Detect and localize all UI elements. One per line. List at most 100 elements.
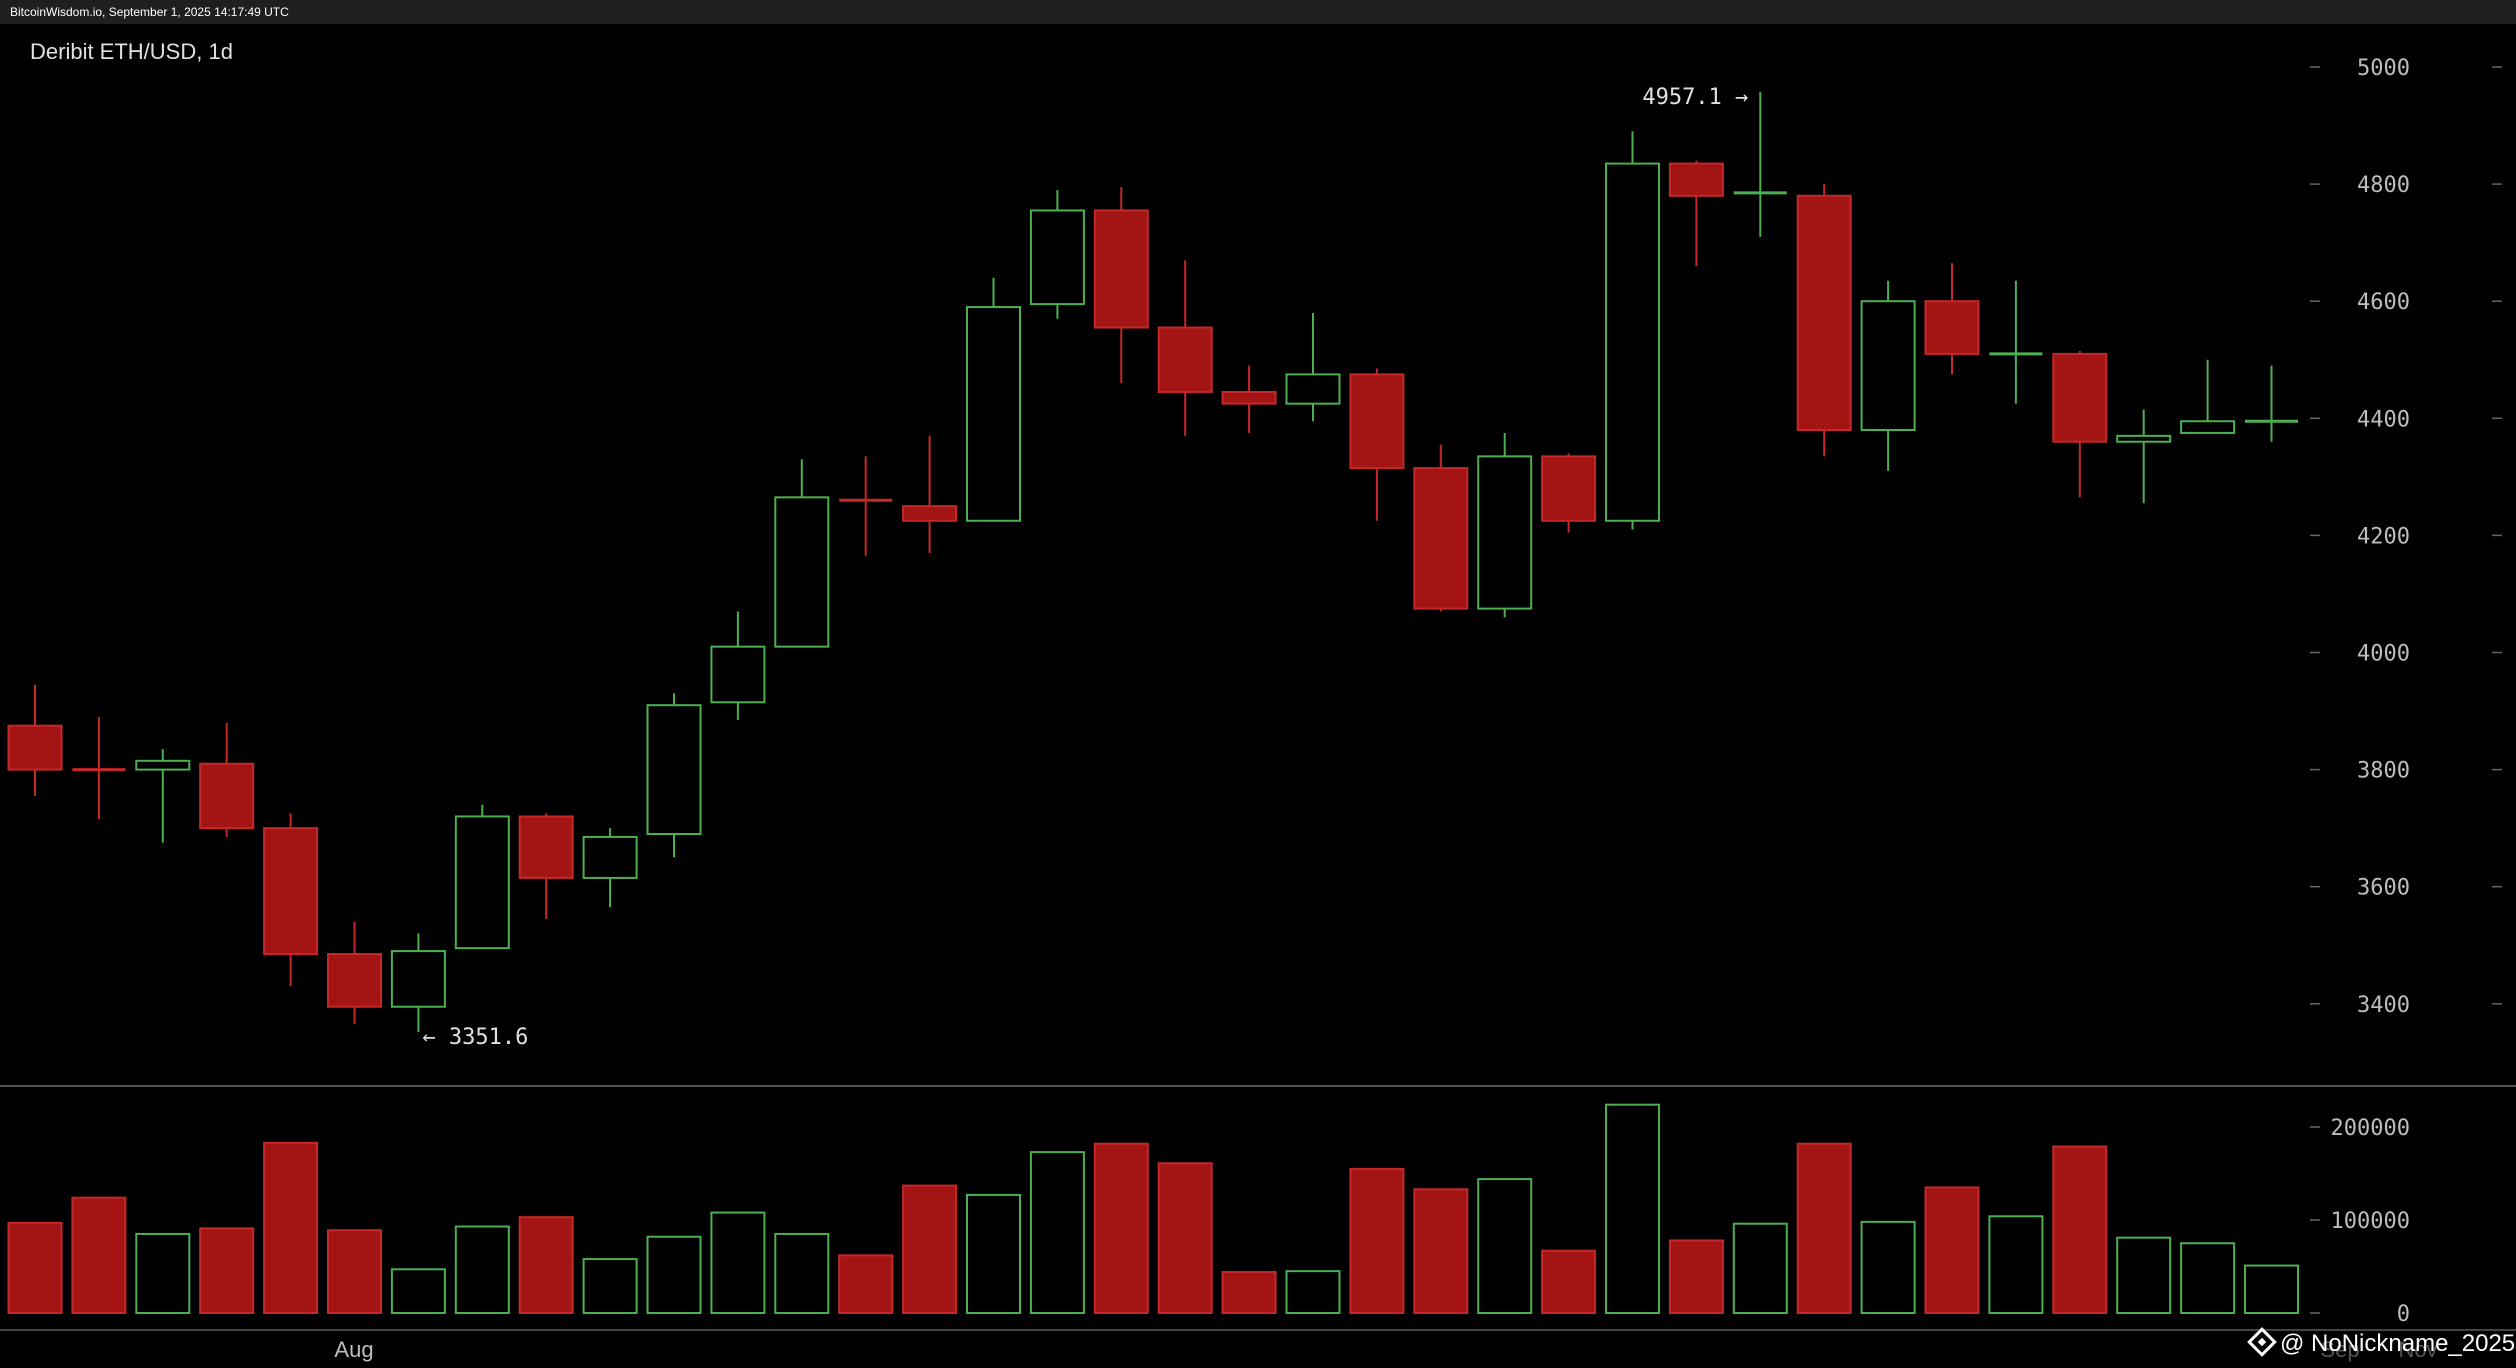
candle-body [1413, 467, 1469, 610]
volume-bar [2052, 1145, 2108, 1315]
candle-body [1029, 209, 1085, 306]
candle [1029, 189, 1085, 319]
candle [1093, 187, 1149, 384]
candle [454, 804, 510, 950]
volume-bar [1668, 1239, 1724, 1314]
candle-body [7, 724, 63, 771]
candle-body [1860, 300, 1916, 432]
volume-bar [135, 1232, 191, 1314]
candle [1157, 260, 1213, 436]
volume-bar [646, 1235, 702, 1314]
price-panel: 3400 3600 3800 4000 4200 4400 4600 4800 5000 [7, 56, 2502, 1033]
candle-body [2116, 434, 2172, 443]
candle [839, 456, 893, 556]
candle-body [774, 496, 830, 648]
candle [1924, 263, 1980, 375]
candle [7, 684, 63, 796]
candle [2052, 350, 2108, 498]
candle-body [327, 953, 382, 1008]
candle-body [518, 815, 574, 879]
low-annotation: ← 3351.6 [422, 1025, 528, 1050]
time-axis: Aug Sep Nov [334, 1337, 2437, 1362]
candle [1989, 280, 2043, 404]
candle-body [582, 835, 638, 879]
volume-bar [1796, 1142, 1852, 1314]
price-tick-label: 3600 [2357, 876, 2410, 901]
volume-bar [390, 1268, 446, 1315]
top-bar: BitcoinWisdom.io, September 1, 2025 14:1… [0, 0, 2516, 24]
candle-body [263, 827, 319, 956]
price-tick-label: 3800 [2357, 759, 2410, 784]
volume-bar [2116, 1236, 2172, 1315]
candle-body [199, 762, 255, 830]
price-tick-label: 4000 [2357, 642, 2410, 667]
price-tick-label: 4800 [2357, 173, 2410, 198]
candle [902, 435, 958, 553]
candle [2180, 359, 2236, 434]
volume-bar [1732, 1222, 1788, 1314]
volume-bar [1413, 1188, 1469, 1315]
volume-bar [1157, 1162, 1213, 1315]
volume-bar [327, 1229, 382, 1314]
price-tick-label: 4200 [2357, 524, 2410, 549]
time-axis-label: Nov [2398, 1337, 2437, 1362]
candle-body [390, 950, 446, 1008]
volume-bar [582, 1258, 638, 1315]
candle [1605, 131, 1660, 530]
volume-bar [902, 1184, 958, 1314]
volume-bar [454, 1225, 510, 1315]
price-tick-label: 3400 [2357, 993, 2410, 1018]
high-annotation: 4957.1 → [1642, 85, 1748, 110]
candle-body [2180, 420, 2236, 434]
candle [646, 693, 702, 858]
volume-bar [1221, 1271, 1277, 1314]
candle-body [1349, 373, 1405, 470]
candle [710, 611, 766, 720]
price-tick-label: 4600 [2357, 290, 2410, 315]
watermark: @ NoNickname_2025 [2247, 1327, 2515, 1357]
volume-bar [2244, 1264, 2299, 1314]
volume-bar [1860, 1220, 1916, 1314]
candle [1221, 365, 1277, 433]
candle [2116, 409, 2172, 504]
watermark-text: @ NoNickname_2025 [2280, 1330, 2515, 1357]
chart-background [0, 24, 2516, 1368]
volume-tick-label: 100000 [2331, 1209, 2410, 1234]
chart-title: Deribit ETH/USD, 1d [30, 39, 233, 64]
candle [135, 749, 191, 843]
candle-body [454, 815, 510, 950]
candle [1860, 280, 1916, 471]
candle-body [1221, 390, 1277, 405]
candle-body [135, 759, 191, 771]
candle-body [1668, 162, 1724, 197]
candle-body [966, 306, 1021, 522]
volume-bar [71, 1196, 127, 1315]
candle [1733, 92, 1787, 237]
candle [1285, 312, 1341, 422]
candle [1413, 444, 1469, 612]
volume-bar [966, 1193, 1021, 1315]
candle [518, 813, 574, 919]
candle [199, 722, 255, 837]
candle-body [1924, 300, 1980, 355]
volume-bar [7, 1221, 63, 1315]
candle [1668, 160, 1724, 267]
candle-body [1605, 162, 1660, 522]
candle [1541, 453, 1597, 533]
candle-body [1093, 209, 1149, 329]
volume-panel: 0 100000 200000 [7, 1103, 2410, 1327]
price-tick-label: 4400 [2357, 407, 2410, 432]
price-tick-label: 5000 [2357, 56, 2410, 81]
candle-body [1477, 455, 1533, 610]
candle-body [710, 645, 766, 704]
time-axis-label: Aug [334, 1337, 373, 1362]
source-line: BitcoinWisdom.io, September 1, 2025 14:1… [10, 5, 289, 19]
volume-bar [1988, 1215, 2044, 1315]
volume-bar [1029, 1151, 1085, 1314]
candle-body [1285, 373, 1341, 405]
candle-body [902, 505, 958, 522]
candle [72, 716, 126, 820]
candle-body [1157, 326, 1213, 393]
candle [1349, 368, 1405, 521]
chart-canvas: 3400 3600 3800 4000 4200 4400 4600 4800 5000 0 10… [0, 24, 2516, 1368]
